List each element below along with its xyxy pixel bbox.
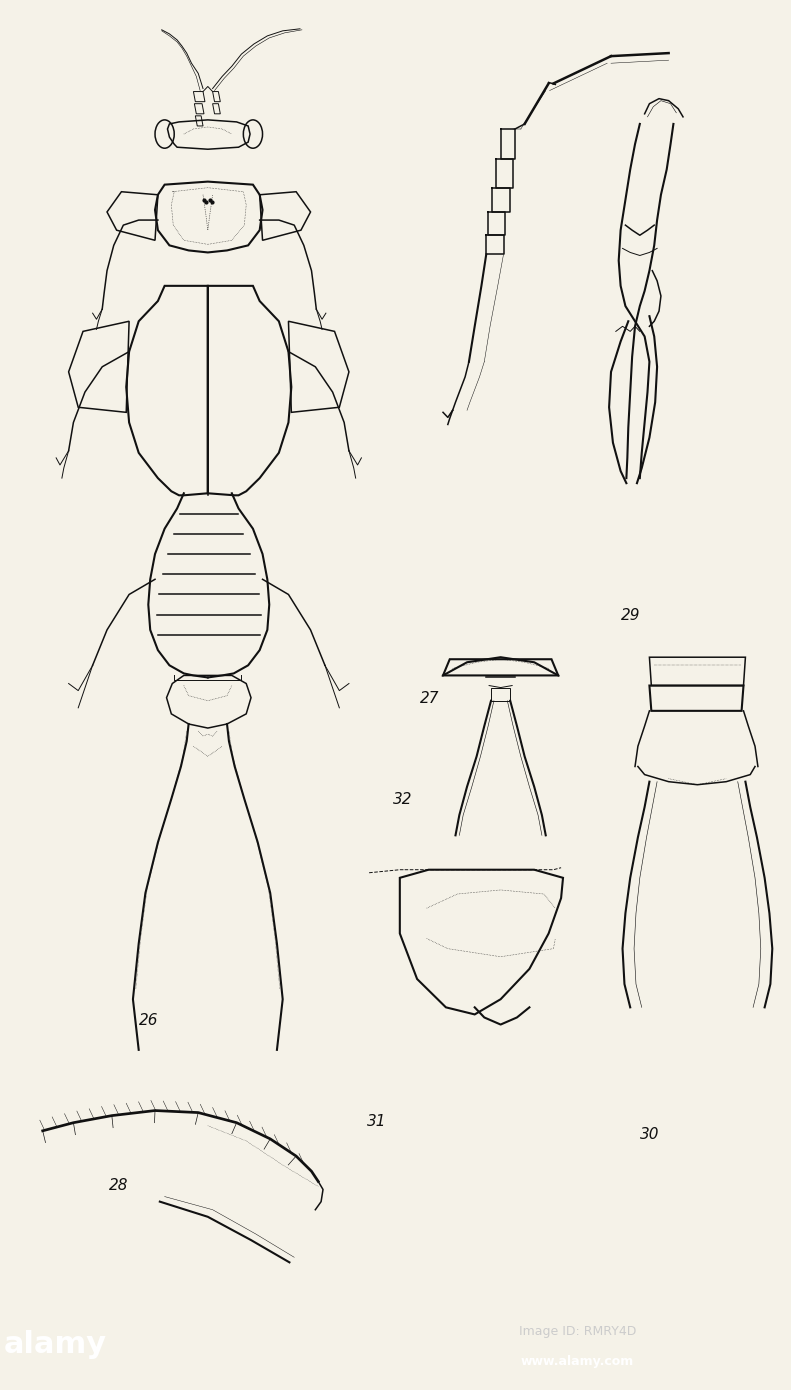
Text: Image ID: RMRY4D: Image ID: RMRY4D: [519, 1325, 636, 1337]
Text: 27: 27: [420, 691, 440, 706]
Text: 31: 31: [367, 1115, 386, 1130]
Text: www.alamy.com: www.alamy.com: [520, 1355, 634, 1368]
Text: 26: 26: [139, 1013, 158, 1029]
Text: 30: 30: [640, 1127, 660, 1143]
Text: 28: 28: [108, 1177, 128, 1193]
Text: alamy: alamy: [4, 1330, 107, 1359]
Text: 29: 29: [621, 609, 641, 624]
Text: 32: 32: [393, 792, 413, 806]
